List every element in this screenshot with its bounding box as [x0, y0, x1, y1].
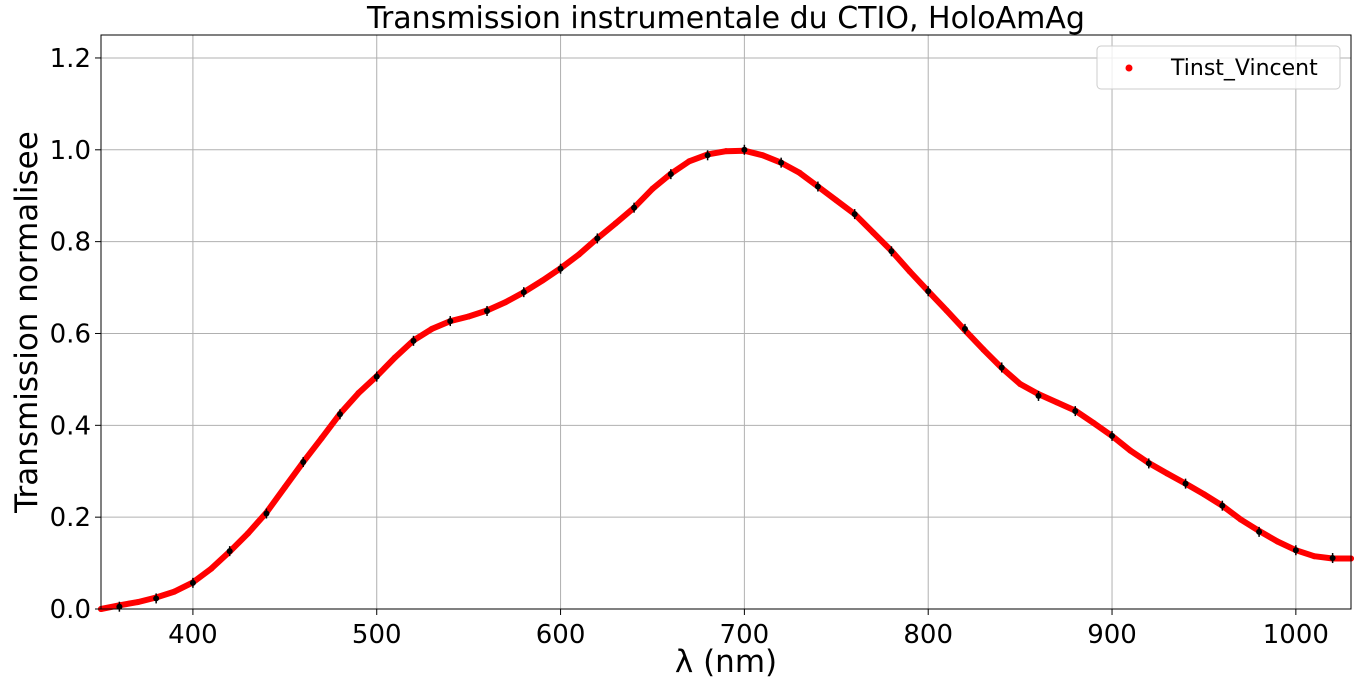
data-point: [263, 510, 270, 517]
data-point: [189, 579, 196, 586]
y-axis-label: Transmission normalisee: [9, 131, 45, 514]
data-point: [1072, 408, 1079, 415]
series-point: [1274, 538, 1281, 545]
data-point: [741, 146, 748, 153]
series-point: [906, 268, 913, 275]
series-point: [318, 435, 325, 442]
series-point: [134, 599, 141, 606]
data-point: [961, 325, 968, 332]
data-point: [888, 248, 895, 255]
series-point: [281, 484, 288, 491]
chart-title: Transmission instrumentale du CTIO, Holo…: [366, 1, 1085, 36]
series-curve: [98, 147, 1354, 612]
legend-marker: [1125, 64, 1133, 72]
series-point: [612, 220, 619, 227]
y-tick-label: 0.6: [50, 319, 91, 349]
data-point: [594, 235, 601, 242]
series-point: [723, 148, 729, 155]
data-point: [336, 411, 343, 418]
x-tick-label: 900: [1087, 620, 1137, 650]
data-point: [1145, 460, 1152, 467]
y-tick-label: 1.0: [50, 136, 91, 166]
series-point: [833, 197, 840, 204]
legend-label: Tinst_Vincent: [1170, 56, 1318, 81]
series-point: [171, 588, 178, 595]
series-point: [208, 565, 215, 572]
y-tick-label: 0.8: [50, 228, 91, 258]
series-point: [759, 152, 766, 159]
data-point: [631, 204, 638, 211]
x-axis-label: λ (nm): [675, 644, 777, 677]
grid: [101, 35, 1351, 610]
series-point: [649, 185, 656, 192]
data-point: [410, 337, 417, 344]
series-point: [980, 346, 987, 353]
data-point: [814, 183, 821, 190]
data-point: [1329, 555, 1336, 562]
data-point: [300, 459, 307, 466]
data-point: [1219, 502, 1226, 509]
series-point: [870, 229, 877, 236]
series-point: [1090, 420, 1097, 427]
series-point: [1017, 380, 1024, 387]
data-point: [153, 595, 160, 602]
data-point: [484, 307, 491, 314]
data-point: [1182, 480, 1189, 487]
x-tick-label: 600: [536, 620, 586, 650]
transmission-curve: [98, 147, 1354, 612]
series-point: [428, 325, 435, 332]
data-point: [373, 373, 380, 380]
data-point: [1035, 392, 1042, 399]
data-point: [778, 159, 785, 166]
measurement-points: [116, 144, 1336, 612]
series-point: [502, 299, 509, 306]
x-tick-label: 700: [720, 620, 770, 650]
data-point: [116, 603, 123, 610]
series-point: [1237, 516, 1244, 523]
data-point: [520, 289, 527, 296]
legend-box: [1096, 45, 1341, 90]
series-point: [1200, 491, 1207, 498]
x-tick-label: 800: [903, 620, 953, 650]
series-point: [1053, 399, 1060, 406]
series-point: [245, 530, 252, 537]
data-point: [557, 265, 564, 272]
y-tick-label: 0.0: [50, 595, 91, 625]
y-tick-label: 1.2: [50, 44, 91, 74]
x-tick-label: 1000: [1263, 620, 1329, 650]
data-point: [226, 548, 233, 555]
series-point: [465, 313, 472, 320]
y-tick-label: 0.2: [50, 503, 91, 533]
series-point: [943, 307, 950, 314]
series-point: [1127, 447, 1134, 454]
data-point: [998, 364, 1005, 371]
data-point: [704, 152, 711, 159]
x-tick-label: 400: [168, 620, 218, 650]
series-point: [355, 390, 362, 397]
legend: Tinst_Vincent: [1096, 45, 1341, 90]
series-point: [575, 251, 582, 258]
data-point: [447, 318, 454, 325]
series-point: [686, 158, 693, 165]
x-tick-label: 500: [352, 620, 402, 650]
series-point: [1164, 470, 1171, 477]
data-point: [667, 171, 674, 178]
axis-ticks: 400 500 600 700 800 900 1000 0.0 0.2 0.4 0.6 0.8 1.0…: [50, 44, 1329, 650]
data-point: [1109, 432, 1116, 439]
series-point: [1311, 553, 1318, 560]
series-point: [796, 169, 803, 176]
data-point: [851, 211, 858, 218]
data-point: [1256, 528, 1263, 535]
series-point: [392, 354, 399, 361]
plot-frame: [100, 34, 1352, 610]
series-point: [539, 277, 546, 284]
data-point: [925, 288, 932, 295]
y-tick-label: 0.4: [50, 411, 91, 441]
data-point: [1292, 547, 1299, 554]
